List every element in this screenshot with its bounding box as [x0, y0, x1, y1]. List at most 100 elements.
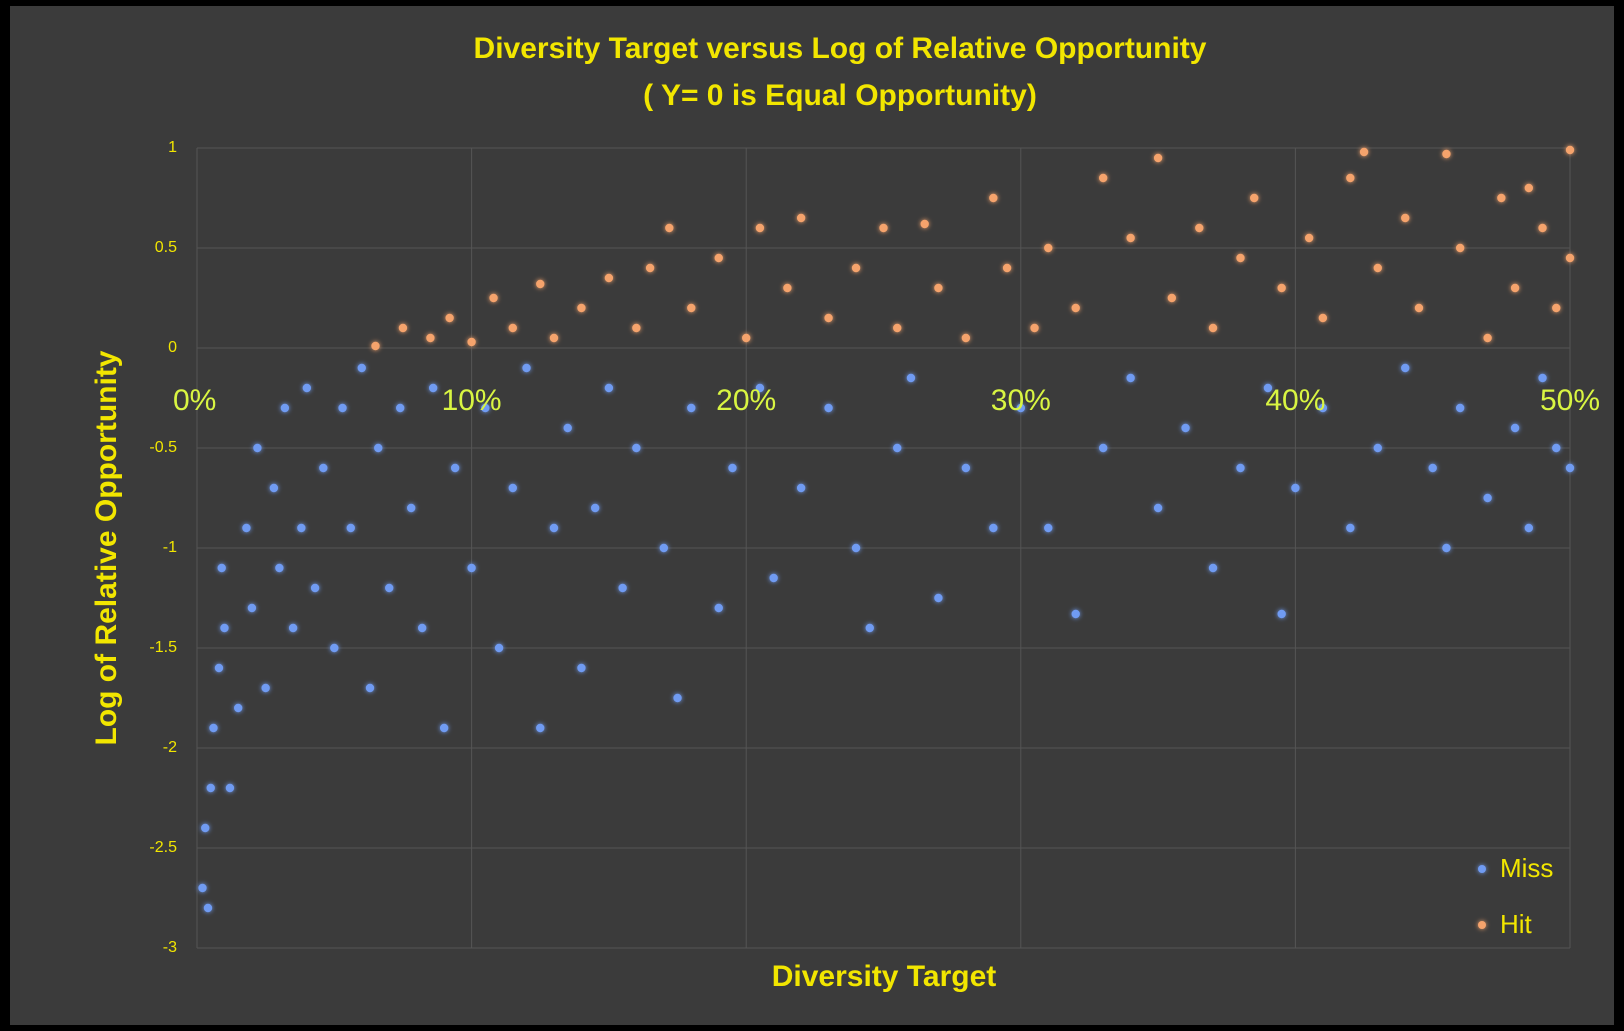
- point: [1153, 503, 1163, 513]
- point: [742, 333, 751, 343]
- point: [1098, 443, 1108, 453]
- point: [714, 603, 723, 613]
- point: [198, 883, 207, 893]
- point: [934, 593, 943, 603]
- point: [253, 443, 262, 453]
- point: [893, 443, 902, 453]
- point: [261, 683, 270, 693]
- legend-marker: [1478, 921, 1486, 929]
- chart-background: [10, 6, 1614, 1025]
- point: [783, 283, 792, 293]
- point: [590, 503, 600, 513]
- point: [203, 903, 213, 913]
- point: [1250, 193, 1259, 203]
- point: [214, 663, 224, 673]
- point: [665, 223, 674, 233]
- point: [851, 263, 861, 273]
- point: [398, 323, 408, 333]
- point: [445, 313, 454, 323]
- point: [1455, 403, 1465, 413]
- point: [618, 583, 627, 593]
- x-axis-title: Diversity Target: [772, 960, 997, 993]
- y-tick-label: 1: [168, 139, 177, 156]
- point: [1236, 253, 1245, 263]
- point: [1208, 563, 1218, 573]
- point: [577, 303, 586, 313]
- point: [1565, 145, 1575, 155]
- point: [961, 333, 971, 343]
- y-tick-label: -1: [163, 539, 177, 556]
- point: [687, 303, 696, 313]
- point: [659, 543, 669, 553]
- point: [632, 443, 641, 453]
- point: [1373, 443, 1382, 453]
- point: [275, 563, 284, 573]
- point: [319, 463, 328, 473]
- point: [1098, 173, 1108, 183]
- point: [217, 563, 226, 573]
- point: [1002, 263, 1012, 273]
- point: [494, 643, 504, 653]
- point: [225, 783, 235, 793]
- point: [1401, 363, 1410, 373]
- point: [201, 823, 210, 833]
- point: [209, 723, 218, 733]
- point: [1414, 303, 1424, 313]
- point: [1153, 153, 1163, 163]
- point: [385, 583, 394, 593]
- point: [1126, 233, 1135, 243]
- point: [1236, 463, 1245, 473]
- point: [406, 503, 416, 513]
- point: [417, 623, 427, 633]
- y-axis-title: Log of Relative Opportunity: [90, 350, 123, 745]
- point: [508, 483, 517, 493]
- point: [467, 337, 476, 347]
- point: [1428, 463, 1437, 473]
- point: [280, 403, 290, 413]
- point: [934, 283, 943, 293]
- point: [1483, 493, 1492, 503]
- point: [989, 523, 998, 533]
- point: [1442, 149, 1451, 159]
- point: [1455, 243, 1465, 253]
- point: [1373, 263, 1382, 273]
- point: [714, 253, 723, 263]
- point: [1442, 543, 1451, 553]
- point: [920, 219, 929, 229]
- point: [1167, 293, 1177, 303]
- point: [1044, 523, 1053, 533]
- x-tick-label: 50%: [1540, 384, 1600, 417]
- legend-marker: [1478, 865, 1486, 873]
- point: [428, 383, 438, 393]
- point: [1510, 423, 1520, 433]
- point: [371, 341, 380, 351]
- point: [673, 693, 682, 703]
- point: [1538, 373, 1547, 383]
- y-tick-label: -2: [163, 739, 177, 756]
- point: [1291, 483, 1300, 493]
- point: [1195, 223, 1204, 233]
- point: [1510, 283, 1520, 293]
- point: [1565, 253, 1575, 263]
- point: [269, 483, 279, 493]
- point: [374, 443, 383, 453]
- point: [604, 273, 614, 283]
- point: [508, 323, 517, 333]
- point: [1071, 303, 1080, 313]
- point: [1483, 333, 1492, 343]
- point: [755, 223, 765, 233]
- point: [346, 523, 355, 533]
- point: [1346, 523, 1355, 533]
- point: [796, 213, 806, 223]
- point: [1304, 233, 1314, 243]
- point: [297, 523, 306, 533]
- point: [1277, 609, 1286, 619]
- point: [489, 293, 498, 303]
- point: [1071, 609, 1080, 619]
- point: [1552, 303, 1561, 313]
- point: [577, 663, 586, 673]
- point: [893, 323, 902, 333]
- point: [769, 573, 778, 583]
- point: [467, 563, 476, 573]
